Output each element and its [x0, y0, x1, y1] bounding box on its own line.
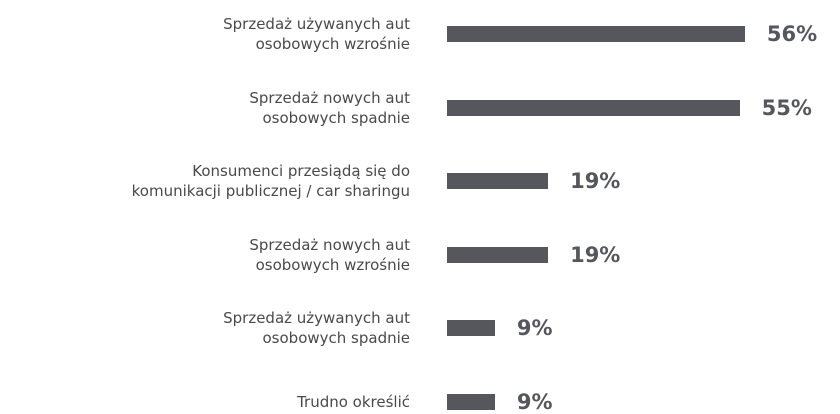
category-label: Konsumenci przesiądą się do komunikacji … — [131, 162, 410, 201]
bar — [447, 320, 495, 337]
value-label: 55% — [761, 95, 812, 120]
bar — [447, 394, 495, 410]
bar — [447, 99, 740, 116]
value-label: 9% — [516, 390, 553, 414]
bar — [447, 26, 745, 42]
value-label: 9% — [516, 316, 553, 341]
value-label: 19% — [570, 242, 621, 267]
category-label: Sprzedaż nowych aut osobowych wzrośnie — [249, 235, 410, 274]
bar — [447, 173, 549, 190]
category-label: Trudno określić — [297, 393, 410, 411]
value-label: 19% — [570, 169, 621, 194]
category-label: Sprzedaż nowych aut osobowych spadnie — [249, 88, 410, 127]
category-label: Sprzedaż używanych aut osobowych spadnie — [223, 309, 410, 348]
value-label: 56% — [766, 22, 818, 46]
bar — [447, 246, 549, 263]
category-label: Sprzedaż używanych aut osobowych wzrośni… — [223, 15, 410, 53]
